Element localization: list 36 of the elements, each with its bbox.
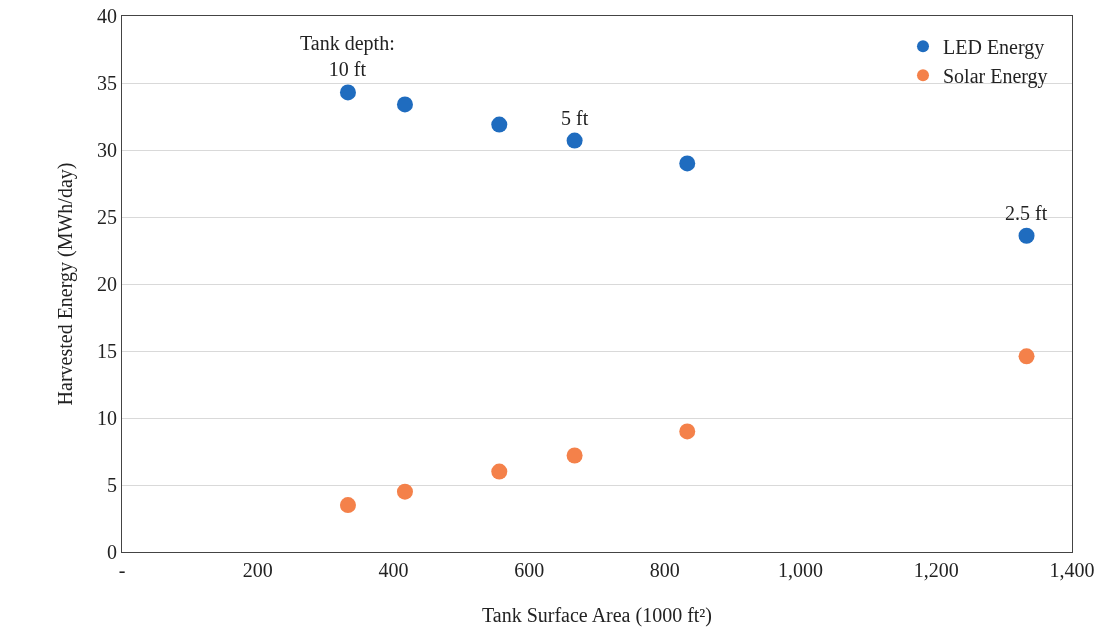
point xyxy=(1018,348,1035,365)
legend-label: Solar Energy xyxy=(943,65,1048,89)
point xyxy=(566,132,583,149)
y-tick-label: 20 xyxy=(97,273,117,295)
y-tick-label: 0 xyxy=(107,541,117,563)
y-tick-label: 5 xyxy=(107,474,117,496)
point xyxy=(679,423,696,440)
y-tick-label: 15 xyxy=(97,340,117,362)
y-tick-label: 10 xyxy=(97,407,117,429)
y-tick-label: 35 xyxy=(97,72,117,94)
x-tick-label: - xyxy=(118,559,126,581)
x-tick-label: 400 xyxy=(378,559,409,581)
legend-label: LED Energy xyxy=(943,36,1045,60)
y-tick-label: 30 xyxy=(97,139,117,161)
point xyxy=(396,96,413,113)
point xyxy=(491,116,508,133)
x-axis-title: Tank Surface Area (1000 ft²) xyxy=(481,604,713,627)
x-tick-label: 1,200 xyxy=(913,559,959,581)
annotation: 2.5 ft xyxy=(1005,202,1048,224)
point xyxy=(339,84,356,101)
point xyxy=(679,155,696,172)
x-tick-label: 600 xyxy=(514,559,545,581)
point xyxy=(396,483,413,500)
x-tick-label: 1,400 xyxy=(1049,559,1095,581)
point xyxy=(1018,227,1035,244)
point xyxy=(491,463,508,480)
x-tick-label: 200 xyxy=(242,559,273,581)
y-tick-label: 25 xyxy=(97,206,117,228)
x-tick-label: 800 xyxy=(649,559,680,581)
x-tick-label: 1,000 xyxy=(778,559,824,581)
annotation: 5 ft xyxy=(561,107,589,129)
annotation: Tank depth: 10 ft xyxy=(300,32,395,80)
y-tick-label: 40 xyxy=(97,5,117,27)
point xyxy=(339,497,356,514)
point xyxy=(566,447,583,464)
y-axis-title: Harvested Energy (MWh/day) xyxy=(54,162,77,406)
